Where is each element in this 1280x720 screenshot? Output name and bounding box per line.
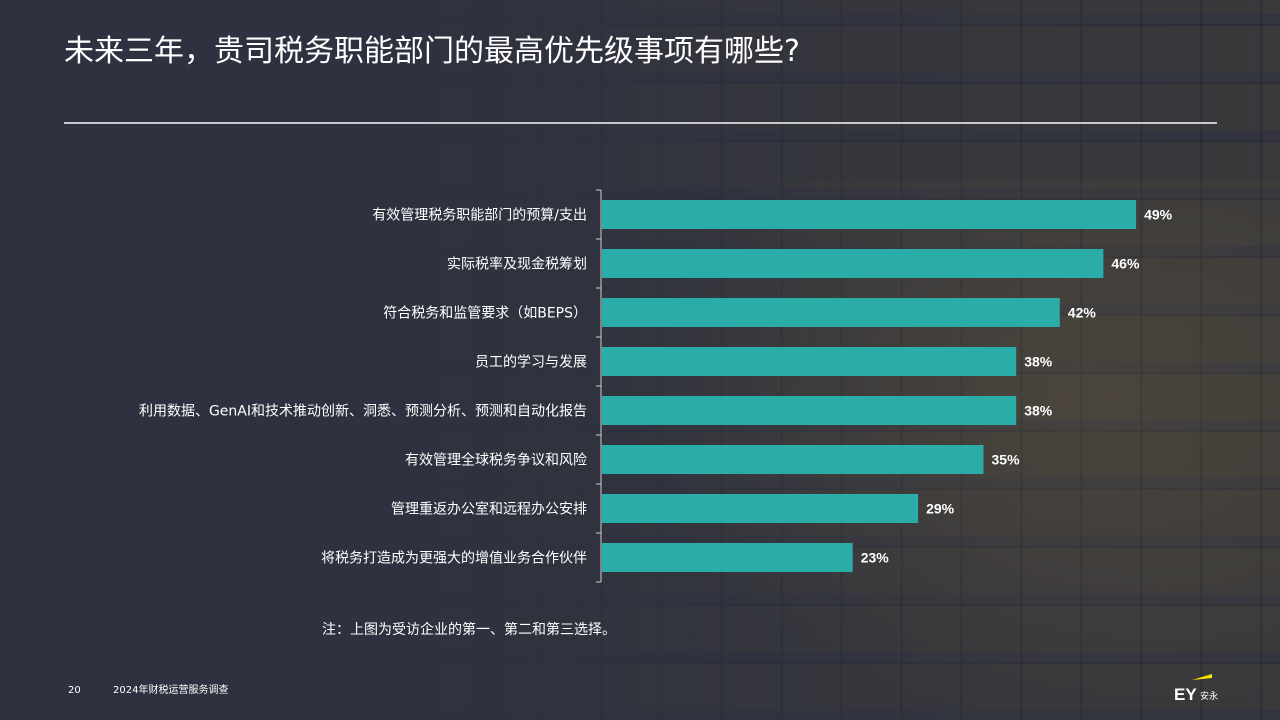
value-label: 46%	[1111, 256, 1140, 272]
survey-name: 2024年财税运营服务调查	[113, 685, 229, 696]
value-labels: 49% 46% 42% 38% 38% 35% 29% 23%	[861, 207, 1173, 566]
value-label: 49%	[1144, 207, 1173, 223]
category-label: 管理重返办公室和远程办公安排	[391, 501, 587, 518]
bar	[602, 494, 919, 523]
bar	[602, 396, 1017, 425]
value-label: 29%	[926, 501, 955, 517]
category-label: 利用数据、GenAI和技术推动创新、洞悉、预测分析、预测和自动化报告	[139, 404, 587, 420]
category-label: 有效管理税务职能部门的预算/支出	[372, 208, 587, 224]
chart-bars	[602, 200, 1137, 572]
category-labels: 有效管理税务职能部门的预算/支出实际税率及现金税筹划符合税务和监管要求（如BEP…	[139, 208, 587, 567]
value-label: 38%	[1024, 403, 1053, 419]
bar	[602, 298, 1060, 327]
page-number: 20	[68, 685, 81, 696]
value-label: 23%	[861, 550, 890, 566]
category-label: 实际税率及现金税筹划	[447, 256, 587, 273]
page-title: 未来三年，贵司税务职能部门的最高优先级事项有哪些?	[64, 34, 800, 69]
axis-ticks	[596, 189, 601, 583]
ey-logo-beam-icon	[1192, 674, 1212, 680]
ey-logo: EY 安永	[1174, 674, 1218, 704]
value-label: 38%	[1024, 354, 1053, 370]
bar	[602, 543, 853, 572]
bar	[602, 445, 984, 474]
value-label: 42%	[1068, 305, 1097, 321]
category-label: 将税务打造成为更强大的增值业务合作伙伴	[321, 550, 587, 567]
ey-logo-text: 安永	[1200, 690, 1218, 702]
title-divider	[64, 122, 1217, 124]
chart-note: 注：上图为受访企业的第一、第二和第三选择。	[322, 622, 616, 638]
category-label: 有效管理全球税务争议和风险	[405, 452, 587, 469]
value-label: 35%	[992, 452, 1021, 468]
bar	[602, 347, 1017, 376]
bar	[602, 249, 1104, 278]
category-label: 员工的学习与发展	[475, 355, 587, 371]
category-label: 符合税务和监管要求（如BEPS）	[383, 306, 587, 322]
bar	[602, 200, 1137, 229]
ey-logo-mark: EY	[1174, 685, 1197, 704]
